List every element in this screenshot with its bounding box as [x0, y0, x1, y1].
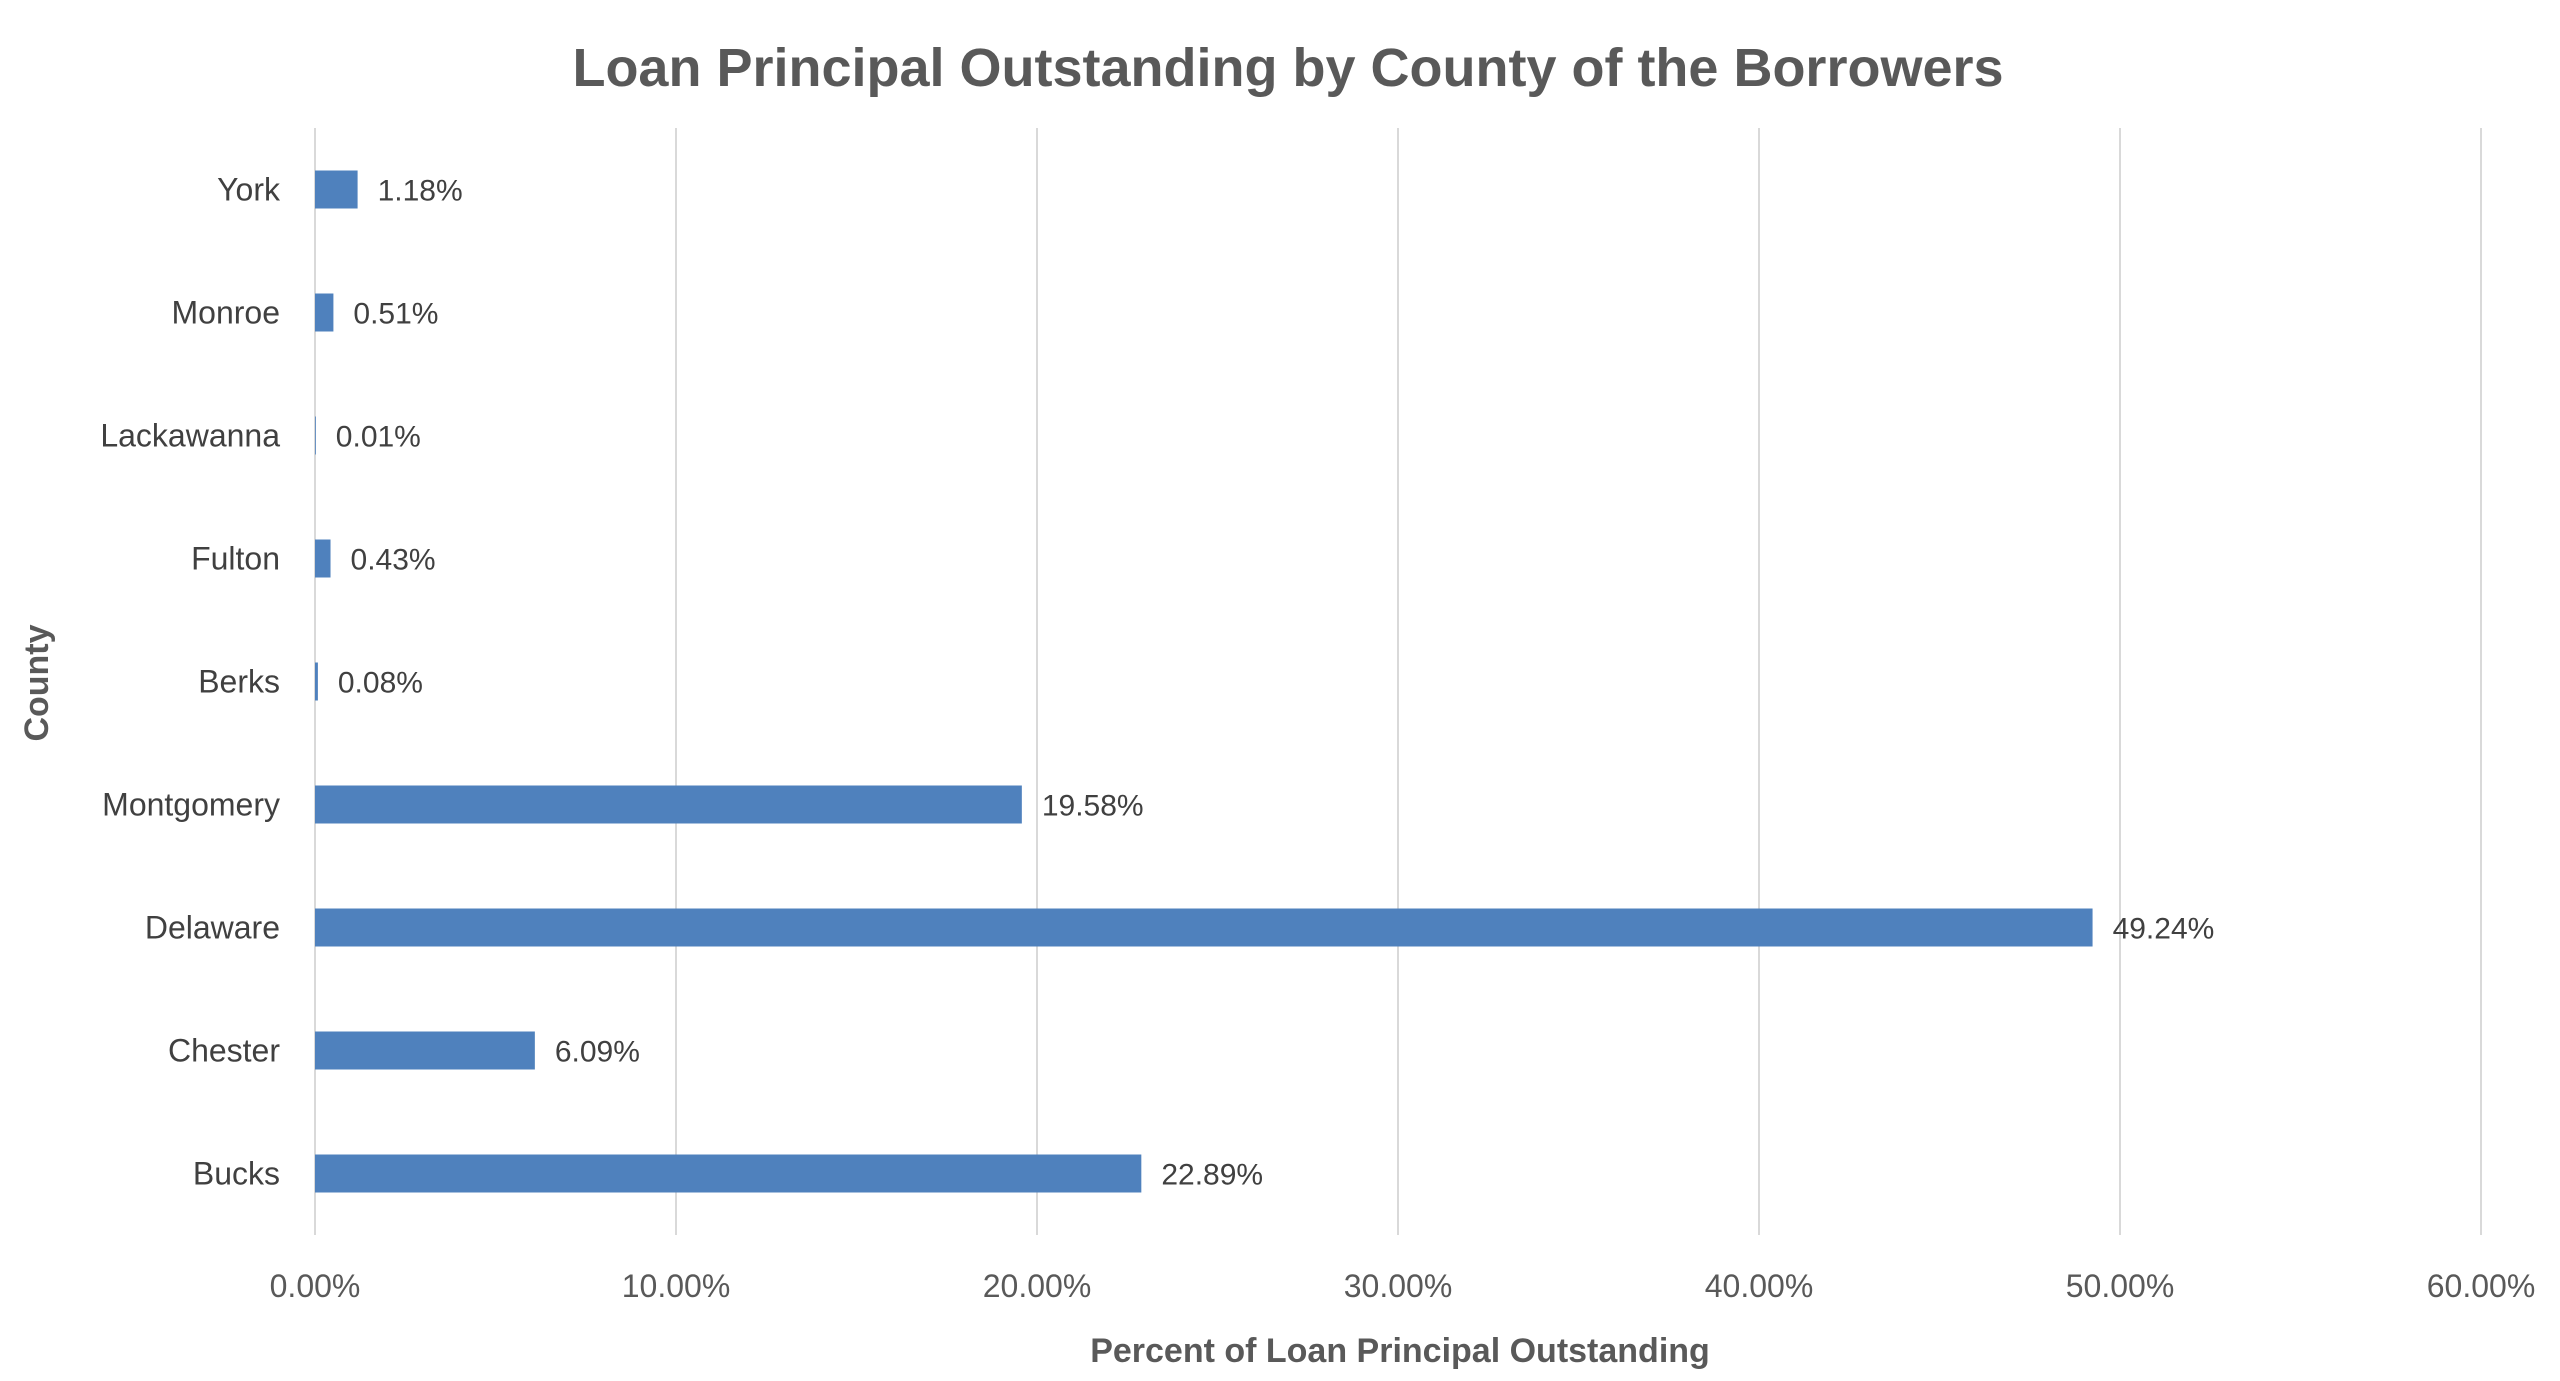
- gridlines: [314, 128, 2482, 1235]
- category-label-lackawanna: Lackawanna: [100, 418, 280, 454]
- category-label-montgomery: Montgomery: [102, 787, 280, 823]
- bar-monroe: [315, 293, 334, 332]
- x-tick-label: 10.00%: [622, 1268, 731, 1304]
- bar-lackawanna: [315, 416, 316, 455]
- category-label-fulton: Fulton: [191, 541, 280, 577]
- data-label-lackawanna: 0.01%: [336, 421, 421, 454]
- category-label-delaware: Delaware: [145, 910, 280, 946]
- data-label-york: 1.18%: [378, 175, 463, 208]
- category-label-berks: Berks: [198, 664, 280, 700]
- data-label-monroe: 0.51%: [353, 298, 438, 331]
- category-label-york: York: [217, 172, 281, 208]
- data-label-delaware: 49.24%: [2113, 913, 2215, 946]
- bar-york: [315, 170, 358, 209]
- y-axis-title: County: [18, 624, 56, 741]
- x-tick-label: 30.00%: [1344, 1268, 1453, 1304]
- bar-berks: [315, 662, 318, 701]
- x-tick-label: 50.00%: [2066, 1268, 2175, 1304]
- category-label-chester: Chester: [168, 1033, 280, 1069]
- bar-montgomery: [315, 785, 1022, 824]
- category-label-bucks: Bucks: [193, 1156, 280, 1192]
- bars: [315, 170, 2093, 1193]
- x-axis-title: Percent of Loan Principal Outstanding: [1090, 1332, 1710, 1370]
- category-labels: Bucks Chester Delaware Montgomery Berks Fulto…: [100, 172, 281, 1192]
- x-tick-labels: 0.00% 10.00% 20.00% 30.00% 40.00% 50.00% 60.00…: [270, 1268, 2536, 1304]
- data-label-berks: 0.08%: [338, 667, 423, 700]
- data-label-bucks: 22.89%: [1161, 1159, 1263, 1192]
- x-tick-label: 40.00%: [1705, 1268, 1814, 1304]
- x-tick-label: 0.00%: [270, 1268, 361, 1304]
- data-label-fulton: 0.43%: [351, 544, 436, 577]
- chart-title: Loan Principal Outstanding by County of …: [572, 38, 2003, 98]
- category-label-monroe: Monroe: [172, 295, 281, 331]
- bar-bucks: [315, 1154, 1142, 1193]
- x-tick-label: 20.00%: [983, 1268, 1092, 1304]
- bar-delaware: [315, 908, 2093, 947]
- x-tick-label: 60.00%: [2427, 1268, 2536, 1304]
- data-label-chester: 6.09%: [555, 1036, 640, 1069]
- data-labels: 22.89% 6.09% 49.24% 19.58% 0.08% 0.43% 0.01% 0.…: [336, 175, 2215, 1192]
- data-label-montgomery: 19.58%: [1042, 790, 1144, 823]
- bar-fulton: [315, 539, 331, 578]
- bar-chester: [315, 1031, 535, 1070]
